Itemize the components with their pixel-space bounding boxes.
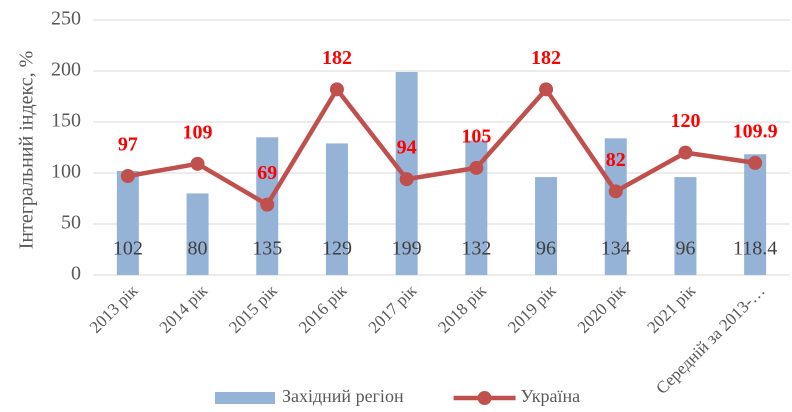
- line-value-label: 109: [183, 121, 213, 143]
- line-point: [678, 145, 693, 160]
- y-tick-label: 0: [71, 263, 81, 285]
- line-point: [608, 184, 623, 199]
- line-point: [260, 197, 275, 212]
- bar-value-label: 102: [113, 238, 143, 260]
- line-point: [329, 82, 344, 97]
- bar: [465, 140, 488, 275]
- line: [127, 87, 756, 207]
- bar: [186, 193, 209, 275]
- legend-swatch: [215, 392, 275, 404]
- bar: [535, 177, 558, 275]
- line-value-label: 82: [606, 149, 626, 171]
- line-value-label: 94: [397, 137, 417, 159]
- legend-label: Україна: [521, 386, 581, 406]
- legend-label: Західний регіон: [282, 386, 404, 406]
- line-value-label: 109.9: [733, 120, 778, 142]
- line-value-label: 120: [670, 110, 700, 132]
- legend-swatch-marker: [477, 391, 492, 405]
- x-tick-label: 2013 рік: [86, 281, 142, 337]
- line-point: [539, 82, 554, 97]
- x-tick-label: 2019 рік: [504, 281, 560, 337]
- bar-value-label: 80: [188, 238, 208, 260]
- bar-value-label: 132: [461, 238, 491, 260]
- line-value-label: 105: [461, 125, 491, 147]
- x-tick-label: 2015 рік: [225, 281, 281, 337]
- bar-value-label: 134: [601, 238, 631, 260]
- line-value-label: 97: [118, 134, 138, 156]
- bar-value-label: 129: [322, 238, 352, 260]
- bar-value-label: 96: [675, 238, 695, 260]
- bar: [744, 154, 767, 275]
- line-point: [399, 172, 414, 187]
- bar-value-label: 135: [252, 238, 282, 260]
- line-point: [120, 169, 135, 184]
- y-tick-label: 150: [51, 110, 81, 132]
- line-point: [190, 156, 205, 171]
- line-point: [469, 160, 484, 175]
- line-value-label: 182: [531, 47, 561, 69]
- x-tick-label: 2021 рік: [643, 281, 699, 337]
- y-axis-label: Інтегральний індекс, %: [16, 51, 38, 250]
- bar-value-label: 199: [392, 238, 422, 260]
- x-tick-label: 2017 рік: [365, 281, 421, 337]
- bar-value-label: 96: [536, 238, 556, 260]
- bar: [674, 177, 697, 275]
- bar: [116, 170, 139, 275]
- bar: [325, 143, 348, 275]
- x-tick-label: 2016 рік: [295, 281, 351, 337]
- x-tick-label: 2020 рік: [574, 281, 630, 337]
- y-tick-label: 100: [51, 161, 81, 183]
- y-tick-label: 200: [51, 59, 81, 81]
- line-value-label: 182: [322, 47, 352, 69]
- y-tick-label: 250: [51, 8, 81, 30]
- bar-value-label: 118.4: [733, 238, 777, 260]
- y-tick-label: 50: [61, 212, 81, 234]
- x-tick-label: 2014 рік: [155, 281, 211, 337]
- line-value-label: 69: [257, 162, 277, 184]
- x-tick-label: 2018 рік: [434, 281, 490, 337]
- line-point: [748, 155, 763, 170]
- bar: [604, 138, 627, 275]
